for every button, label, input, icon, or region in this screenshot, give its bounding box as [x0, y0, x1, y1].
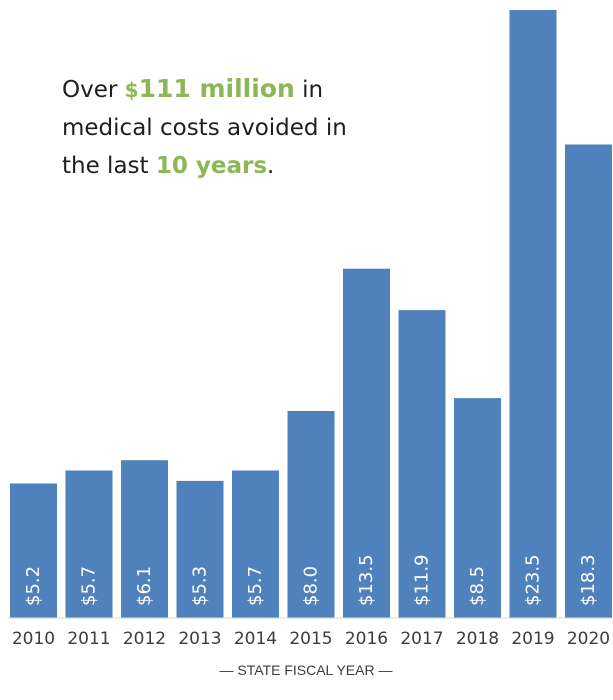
bar-2013	[176, 480, 224, 618]
callout-line3-post: .	[267, 153, 275, 179]
x-axis-title: — STATE FISCAL YEAR —	[220, 662, 393, 678]
headline-callout: Over $111 million in medical costs avoid…	[62, 70, 362, 185]
bar-label-2016: $13.5	[356, 554, 377, 606]
x-tick-2015: 2015	[289, 629, 332, 649]
x-tick-2013: 2013	[178, 629, 221, 649]
x-tick-2016: 2016	[345, 629, 388, 649]
bar-label-2011: $5.7	[79, 566, 100, 606]
x-tick-2012: 2012	[123, 629, 166, 649]
x-tick-labels-group: 2010 2011 2012 2013 2014 2015 2016 2017 2018 2019…	[12, 629, 610, 649]
x-tick-2019: 2019	[511, 629, 554, 649]
bar-2014	[232, 470, 279, 618]
x-tick-2020: 2020	[567, 629, 610, 649]
bar-labels-group: $5.2 $5.7 $6.1 $5.3 $5.7 $8.0 $13.5 $11.9 $8.5 $2…	[23, 554, 599, 606]
bar-2010	[10, 483, 57, 618]
bar-label-2013: $5.3	[190, 566, 211, 606]
bar-2018	[454, 398, 501, 618]
bar-label-2020: $18.3	[578, 554, 599, 606]
callout-years: 10 years	[155, 153, 268, 179]
bar-2019	[509, 10, 557, 618]
x-tick-2010: 2010	[12, 629, 55, 649]
callout-line3-pre: the last	[62, 153, 156, 179]
bar-label-2012: $6.1	[134, 566, 155, 606]
bars-group	[10, 10, 612, 618]
x-tick-2018: 2018	[456, 629, 499, 649]
bar-label-2017: $11.9	[412, 554, 433, 606]
bar-2011	[65, 470, 113, 618]
x-tick-2017: 2017	[400, 629, 443, 649]
bar-2020	[565, 144, 612, 618]
bar-label-2010: $5.2	[23, 566, 44, 606]
bar-2017	[398, 310, 446, 618]
callout-dollar-sign: $	[124, 78, 139, 102]
bar-2016	[343, 268, 390, 618]
bar-label-2014: $5.7	[245, 566, 266, 606]
bar-label-2015: $8.0	[301, 566, 322, 606]
callout-line1-pre: Over	[62, 77, 125, 103]
bar-2015	[287, 411, 335, 618]
callout-line2: medical costs avoided in	[62, 115, 347, 141]
callout-line1-post: in	[294, 77, 324, 103]
x-tick-2014: 2014	[234, 629, 277, 649]
bar-label-2019: $23.5	[523, 554, 544, 606]
bar-2012	[121, 460, 168, 618]
bar-label-2018: $8.5	[467, 566, 488, 606]
x-tick-2011: 2011	[67, 629, 110, 649]
callout-amount: 111 million	[138, 74, 295, 103]
